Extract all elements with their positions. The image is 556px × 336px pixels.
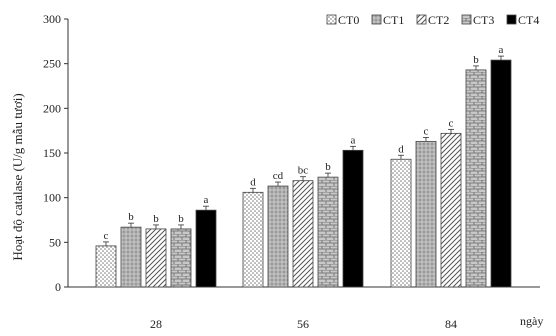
significance-label: b — [128, 211, 134, 223]
legend-label-ct2: CT2 — [428, 13, 449, 27]
significance-label: c — [424, 125, 429, 137]
y-axis-label: Hoạt độ catalase (U/g mẫu tươi) — [10, 93, 25, 260]
bar-ct2-84 — [440, 132, 462, 288]
bar-ct3-56 — [317, 176, 339, 288]
bars: c b b b a d cd bc b a d c c b a — [95, 44, 512, 288]
bar-ct4-28 — [195, 209, 217, 288]
significance-label: cd — [273, 170, 284, 182]
bar-ct3-84 — [465, 69, 487, 288]
legend-label-ct4: CT4 — [518, 13, 539, 27]
y-tick-label: 200 — [43, 101, 61, 115]
legend-swatch-ct1 — [371, 14, 382, 25]
significance-label: c — [104, 230, 109, 242]
legend: CT0 CT1 CT2 CT3 CT4 — [326, 13, 539, 27]
significance-label: b — [178, 213, 184, 225]
bar-ct1-84 — [415, 140, 437, 288]
significance-label: b — [473, 54, 479, 66]
y-tick-label: 0 — [55, 280, 61, 294]
x-tick-label: 84 — [445, 317, 457, 331]
legend-label-ct1: CT1 — [383, 13, 404, 27]
legend-label-ct0: CT0 — [338, 13, 359, 27]
bar-ct2-56 — [292, 180, 314, 288]
significance-label: d — [250, 176, 256, 188]
bar-ct1-28 — [120, 226, 142, 288]
bar-ct0-84 — [390, 158, 412, 288]
bar-ct3-28 — [170, 228, 192, 288]
bar-ct4-84 — [490, 59, 512, 288]
bar-ct1-56 — [267, 185, 289, 288]
x-tick-label: 28 — [150, 317, 162, 331]
significance-label: c — [449, 117, 454, 129]
y-axis: 0 50 100 150 200 250 300 — [43, 12, 69, 294]
y-tick-label: 300 — [43, 12, 61, 26]
legend-swatch-ct2 — [416, 14, 427, 25]
y-tick-label: 50 — [49, 235, 61, 249]
x-tick-label: 56 — [297, 317, 309, 331]
y-tick-label: 150 — [43, 146, 61, 160]
bar-ct0-28 — [95, 245, 117, 288]
significance-label: bc — [298, 165, 309, 177]
y-tick-label: 250 — [43, 57, 61, 71]
bar-ct2-28 — [145, 228, 167, 288]
significance-label: a — [499, 44, 504, 56]
legend-swatch-ct4 — [506, 14, 517, 25]
significance-label: a — [351, 134, 356, 146]
significance-label: b — [153, 213, 159, 225]
x-axis-label: ngày — [520, 314, 543, 328]
bar-ct4-56 — [342, 149, 364, 288]
significance-label: b — [325, 161, 331, 173]
legend-swatch-ct3 — [461, 14, 472, 25]
y-tick-label: 100 — [43, 191, 61, 205]
legend-swatch-ct0 — [326, 14, 337, 25]
legend-label-ct3: CT3 — [473, 13, 494, 27]
x-axis: 28 56 84 — [68, 286, 540, 331]
bar-ct0-56 — [242, 191, 264, 288]
significance-label: d — [398, 143, 404, 155]
significance-label: a — [204, 194, 209, 206]
